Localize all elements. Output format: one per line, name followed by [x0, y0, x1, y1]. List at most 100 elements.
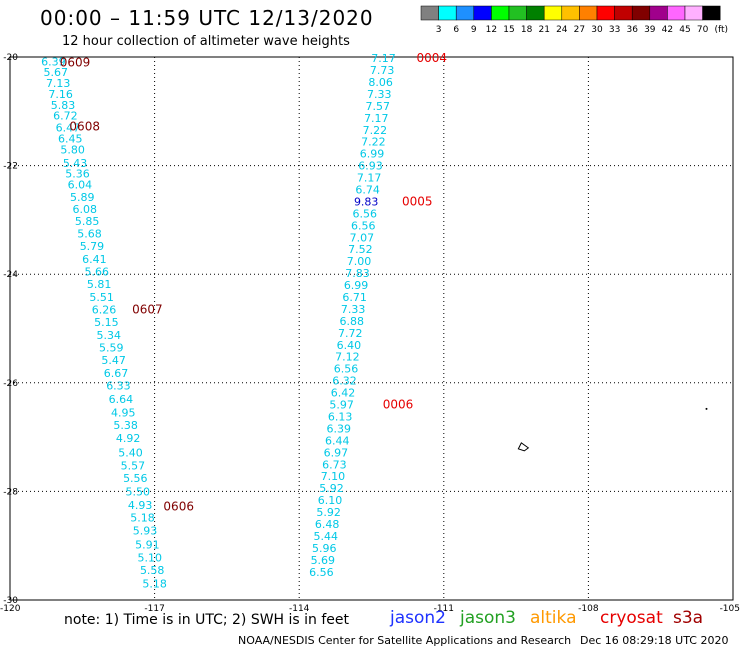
chart-subtitle: 12 hour collection of altimeter wave hei…	[62, 34, 350, 49]
swh-value: 4.95	[111, 407, 136, 420]
swh-value: 6.56	[334, 363, 359, 376]
swh-value: 4.93	[128, 499, 153, 512]
swh-value: 7.33	[367, 88, 392, 101]
swh-value: 5.47	[101, 354, 126, 367]
colorbar-label: 39	[644, 25, 656, 35]
swh-value: 7.73	[370, 64, 395, 77]
colorbar-swatch	[702, 5, 721, 21]
swh-value: 5.68	[77, 227, 102, 240]
swh-value: 6.47	[56, 122, 81, 135]
swh-value: 5.79	[80, 240, 105, 253]
swh-value: 5.89	[70, 191, 95, 204]
swh-value: 7.13	[46, 77, 71, 90]
swh-value: 7.83	[345, 267, 370, 280]
y-tick-label: -30	[3, 596, 18, 606]
y-tick-label: -22	[3, 162, 18, 172]
swh-value: 5.56	[123, 472, 148, 485]
colorbar-label: 33	[609, 25, 620, 35]
swh-value: 7.57	[366, 100, 391, 113]
x-tick-label: -111	[434, 604, 454, 614]
legend-s3a: s3a	[673, 608, 704, 628]
time-label: 0609	[60, 55, 91, 69]
swh-value: 6.08	[72, 203, 97, 216]
swh-value: 5.97	[329, 399, 354, 412]
swh-value: 6.99	[360, 148, 385, 161]
time-label: 0004	[416, 51, 447, 65]
colorbar-label: 24	[556, 25, 568, 35]
plot-frame	[9, 56, 734, 601]
x-tick-label: -114	[289, 604, 310, 614]
swh-value: 5.69	[311, 554, 336, 567]
colorbar-label: 3	[436, 25, 442, 35]
swh-value: 6.88	[339, 315, 364, 328]
time-label: 0006	[383, 398, 414, 412]
swh-value: 5.81	[87, 278, 112, 291]
swh-value: 5.92	[316, 506, 341, 519]
island-dot	[705, 407, 708, 410]
swh-value: 5.59	[99, 342, 124, 355]
legend-jason2: jason2	[390, 608, 446, 628]
colorbar-label: 45	[679, 25, 690, 35]
swh-value: 7.52	[348, 243, 373, 256]
swh-value: 5.66	[85, 265, 110, 278]
swh-value: 6.40	[337, 339, 362, 352]
swh-value: 5.40	[118, 446, 143, 459]
legend-altika: altika	[530, 608, 577, 628]
y-tick-label: -26	[3, 379, 18, 389]
swh-value: 6.48	[315, 518, 340, 531]
swh-value: 7.17	[371, 52, 396, 65]
colorbar-label: 15	[503, 25, 514, 35]
swh-value: 6.73	[322, 458, 347, 471]
swh-value: 5.18	[130, 511, 155, 524]
swh-value: 5.36	[65, 168, 90, 181]
swh-value: 6.04	[68, 179, 93, 192]
time-label: 0005	[402, 194, 433, 208]
swh-value: 6.45	[58, 132, 83, 145]
swh-value: 6.56	[353, 207, 378, 220]
swh-value: 7.17	[364, 112, 389, 125]
swh-value: 7.16	[48, 88, 73, 101]
swh-value: 6.97	[324, 446, 349, 459]
time-label: 0606	[163, 500, 194, 514]
swh-value: 6.39	[326, 422, 351, 435]
swh-value: 6.41	[82, 253, 107, 266]
swh-value: 6.33	[106, 380, 131, 393]
swh-value: 5.67	[44, 66, 69, 79]
swh-value: 6.64	[109, 393, 134, 406]
legend-jason3: jason3	[460, 608, 516, 628]
colorbar-label: 6	[453, 25, 459, 35]
colorbar-unit: (ft)	[714, 25, 728, 35]
swh-value: 5.57	[121, 459, 146, 472]
swh-value: 5.58	[140, 564, 165, 577]
swh-value: 4.92	[116, 432, 141, 445]
swh-value: 6.32	[332, 375, 357, 388]
colorbar-label: 18	[521, 25, 533, 35]
swh-value: 7.72	[338, 327, 363, 340]
swh-value: 6.13	[328, 410, 353, 423]
y-tick-label: -20	[3, 53, 18, 63]
swh-value: 7.07	[350, 231, 375, 244]
generation-date: Dec 16 08:29:18 UTC 2020	[580, 634, 729, 647]
swh-value: 5.83	[51, 99, 76, 112]
time-label: 0608	[69, 120, 100, 134]
chart-title: 00:00 – 11:59 UTC 12/13/2020	[40, 6, 374, 30]
x-tick-label: -120	[0, 604, 21, 614]
colorbar-label: 27	[574, 25, 585, 35]
swh-value: 6.10	[318, 494, 343, 507]
swh-value: 6.74	[355, 183, 380, 196]
colorbar-label: 36	[626, 25, 638, 35]
swh-value: 5.85	[75, 215, 100, 228]
swh-value: 5.92	[319, 482, 344, 495]
swh-value: 5.34	[97, 329, 122, 342]
swh-value: 6.56	[309, 566, 334, 579]
colorbar-label: 70	[697, 25, 709, 35]
swh-value: 5.10	[138, 552, 163, 565]
swh-value: 5.18	[142, 578, 167, 591]
swh-value: 5.43	[63, 157, 88, 170]
colorbar-label: 21	[538, 25, 549, 35]
swh-value: 8.06	[368, 76, 393, 89]
credit-line: NOAA/NESDIS Center for Satellite Applica…	[238, 634, 572, 647]
swh-value: 7.12	[335, 351, 360, 364]
swh-value: 5.38	[113, 419, 138, 432]
